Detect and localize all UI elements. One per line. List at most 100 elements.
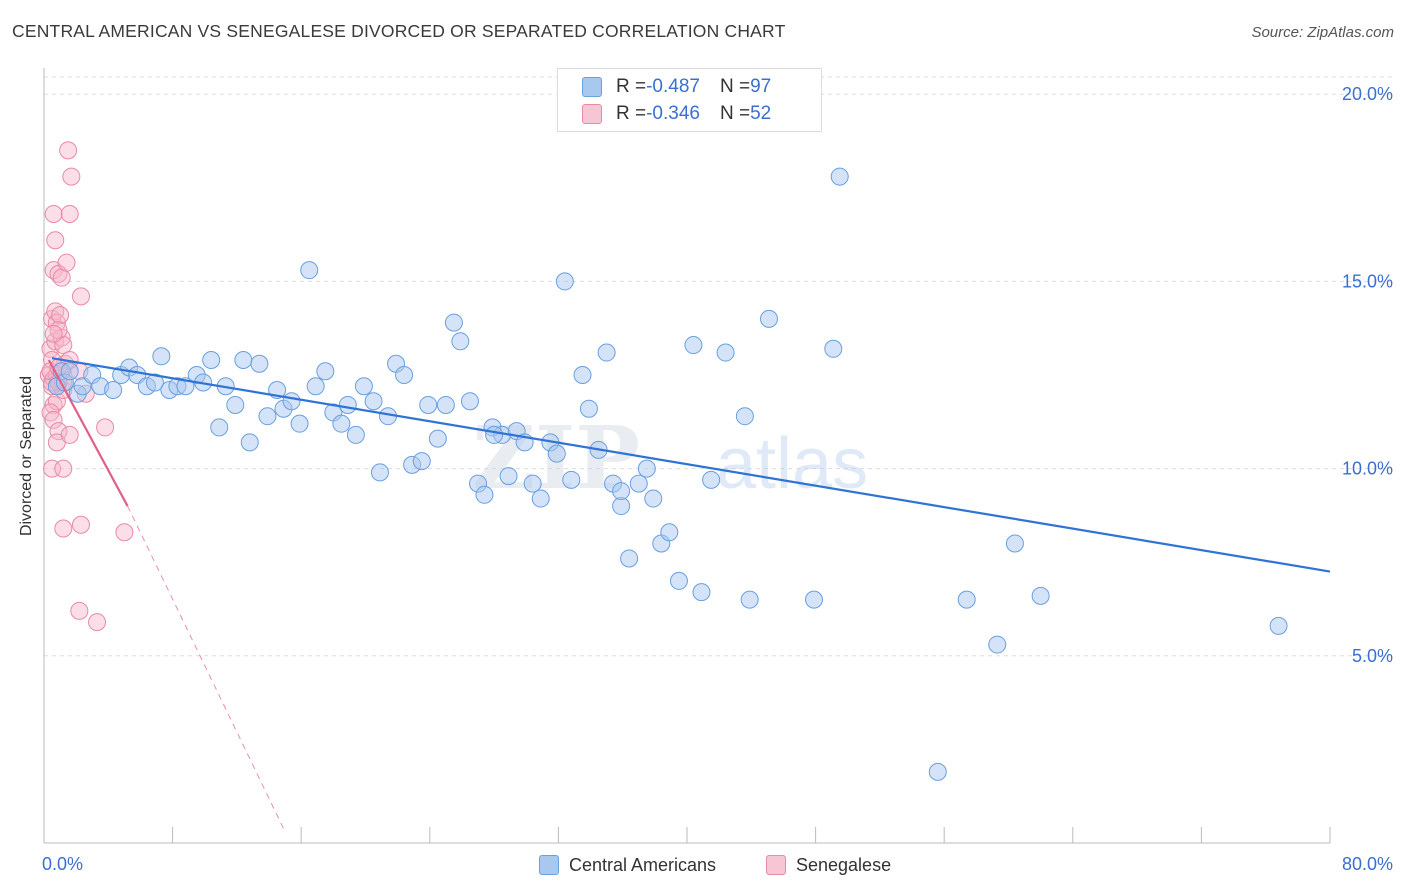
central-americans-point — [104, 380, 123, 399]
central-americans-point — [1005, 534, 1024, 553]
central-americans-point — [364, 392, 383, 411]
central-americans-point — [451, 332, 470, 351]
x-tick-label-min: 0.0% — [42, 854, 83, 874]
central-americans-point — [499, 467, 518, 486]
central-americans-point — [669, 571, 688, 590]
central-americans-point — [612, 497, 631, 516]
senegalese-point — [49, 422, 68, 441]
central-americans-point — [412, 452, 431, 471]
central-americans-point — [332, 414, 351, 433]
legend-r-value: -0.487 — [646, 76, 700, 97]
central-americans-point — [573, 366, 592, 385]
y-tick-label: 10.0% — [1342, 459, 1393, 479]
senegalese-point — [60, 425, 79, 444]
central-americans-point — [692, 583, 711, 602]
senegalese-point — [88, 613, 107, 632]
senegalese-point — [44, 410, 63, 429]
central-americans-point — [804, 590, 823, 609]
legend-row-senegalese: R = -0.346 N = 52 — [582, 103, 771, 125]
central-americans-points — [47, 167, 1288, 781]
central-americans-point — [759, 309, 778, 328]
central-americans-point — [555, 272, 574, 291]
central-americans-point — [629, 474, 648, 493]
central-americans-point — [740, 590, 759, 609]
senegalese-point — [62, 167, 81, 186]
central-americans-point — [202, 351, 221, 370]
senegalese-point — [71, 515, 90, 534]
central-americans-point — [523, 474, 542, 493]
senegalese-trend-line — [47, 359, 129, 507]
legend-swatch-blue — [582, 77, 602, 97]
legend-row-central-americans: R = -0.487 N = 97 — [582, 76, 771, 98]
central-americans-point — [210, 418, 229, 437]
legend-r-label: R = — [616, 76, 647, 97]
central-americans-point — [1031, 586, 1050, 605]
central-americans-point — [250, 354, 269, 373]
senegalese-point — [60, 205, 79, 224]
legend-r-label: R = — [616, 103, 647, 124]
senegalese-point — [46, 231, 65, 250]
correlation-legend: R = -0.487 N = 97 R = -0.346 N = 52 — [557, 68, 822, 132]
central-americans-point — [152, 347, 171, 366]
senegalese-point — [115, 523, 134, 542]
bottom-legend-label: Senegalese — [796, 854, 892, 875]
central-americans-point — [290, 414, 309, 433]
central-americans-point — [830, 167, 849, 186]
central-americans-point — [370, 463, 389, 482]
central-americans-point — [637, 459, 656, 478]
central-americans-point — [460, 392, 479, 411]
senegalese-point — [71, 287, 90, 306]
central-americans-point — [612, 482, 631, 501]
senegalese-point — [57, 253, 76, 272]
central-americans-point — [644, 489, 663, 508]
bottom-legend-swatch-blue — [539, 855, 559, 875]
central-americans-point — [562, 470, 581, 489]
central-americans-point — [346, 425, 365, 444]
legend-swatch-pink — [582, 104, 602, 124]
central-americans-point — [475, 485, 494, 504]
central-americans-point — [485, 425, 504, 444]
trend-lines — [47, 357, 1331, 832]
central-americans-trend-line — [51, 357, 1331, 573]
central-americans-point — [444, 313, 463, 332]
central-americans-point — [306, 377, 325, 396]
bottom-legend-swatch-pink — [766, 855, 786, 875]
x-tick-label-max: 80.0% — [1342, 854, 1393, 874]
central-americans-point — [60, 362, 79, 381]
central-americans-point — [579, 399, 598, 418]
senegalese-point — [70, 601, 89, 620]
legend-n-label: N = — [719, 76, 751, 97]
senegalese-point — [59, 141, 78, 160]
senegalese-point — [54, 519, 73, 538]
legend-n-value: 97 — [750, 76, 772, 97]
central-americans-point — [1269, 616, 1288, 635]
bottom-legend-central-americans[interactable]: Central Americans — [539, 853, 716, 877]
central-americans-point — [957, 590, 976, 609]
senegalese-point — [52, 268, 71, 287]
central-americans-point — [735, 407, 754, 426]
central-americans-point — [226, 395, 245, 414]
central-americans-point — [547, 444, 566, 463]
central-americans-point — [316, 362, 335, 381]
central-americans-point — [354, 377, 373, 396]
bottom-legend-senegalese[interactable]: Senegalese — [766, 853, 891, 877]
central-americans-point — [395, 366, 414, 385]
y-tick-label: 5.0% — [1352, 646, 1393, 666]
central-americans-point — [428, 429, 447, 448]
central-americans-point — [702, 470, 721, 489]
legend-n-label: N = — [719, 103, 751, 124]
central-americans-point — [531, 489, 550, 508]
source-label: Source: ZipAtlas.com — [1251, 24, 1394, 41]
central-americans-point — [436, 395, 455, 414]
central-americans-point — [338, 395, 357, 414]
senegalese-point — [44, 324, 63, 343]
chart-title: CENTRAL AMERICAN VS SENEGALESE DIVORCED … — [12, 21, 786, 41]
central-americans-point — [258, 407, 277, 426]
central-americans-point — [716, 343, 735, 362]
central-americans-point — [597, 343, 616, 362]
central-americans-point — [419, 395, 438, 414]
bottom-legend-label: Central Americans — [569, 854, 717, 875]
central-americans-point — [824, 339, 843, 358]
central-americans-point — [145, 373, 164, 392]
